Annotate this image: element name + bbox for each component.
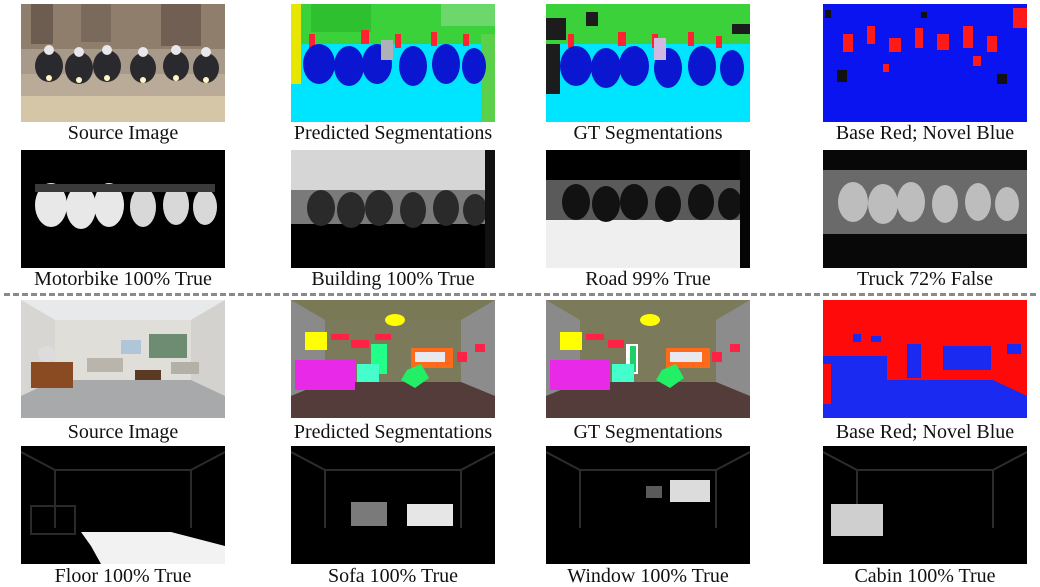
gt-segmentation-living-room	[546, 300, 750, 418]
caption-cabin-heatmap: Cabin 100% True	[805, 565, 1040, 587]
source-image-street	[21, 4, 225, 122]
caption-base-red-novel-blue-2: Base Red; Novel Blue	[805, 421, 1040, 443]
caption-gt-segmentations: GT Segmentations	[528, 122, 768, 144]
section-divider	[4, 293, 1036, 296]
caption-truck-heatmap: Truck 72% False	[805, 268, 1040, 290]
caption-floor-heatmap: Floor 100% True	[3, 565, 243, 587]
heatmap-truck	[823, 150, 1027, 268]
heatmap-motorbike	[21, 150, 225, 268]
caption-building-heatmap: Building 100% True	[273, 268, 513, 290]
base-novel-map-street	[823, 4, 1027, 122]
caption-motorbike-heatmap: Motorbike 100% True	[3, 268, 243, 290]
caption-base-red-novel-blue: Base Red; Novel Blue	[805, 122, 1040, 144]
source-image-living-room	[21, 300, 225, 418]
caption-predicted-segmentations-2: Predicted Segmentations	[273, 421, 513, 443]
predicted-segmentation-street	[291, 4, 495, 122]
caption-window-heatmap: Window 100% True	[528, 565, 768, 587]
heatmap-cabin	[823, 446, 1027, 564]
caption-predicted-segmentations: Predicted Segmentations	[273, 122, 513, 144]
heatmap-building	[291, 150, 495, 268]
heatmap-road	[546, 150, 750, 268]
caption-road-heatmap: Road 99% True	[528, 268, 768, 290]
heatmap-sofa	[291, 446, 495, 564]
predicted-segmentation-living-room	[291, 300, 495, 418]
gt-segmentation-street	[546, 4, 750, 122]
heatmap-window	[546, 446, 750, 564]
caption-sofa-heatmap: Sofa 100% True	[273, 565, 513, 587]
caption-gt-segmentations-2: GT Segmentations	[528, 421, 768, 443]
caption-source-image: Source Image	[3, 122, 243, 144]
caption-source-image-2: Source Image	[3, 421, 243, 443]
heatmap-floor	[21, 446, 225, 564]
base-novel-map-living-room	[823, 300, 1027, 418]
